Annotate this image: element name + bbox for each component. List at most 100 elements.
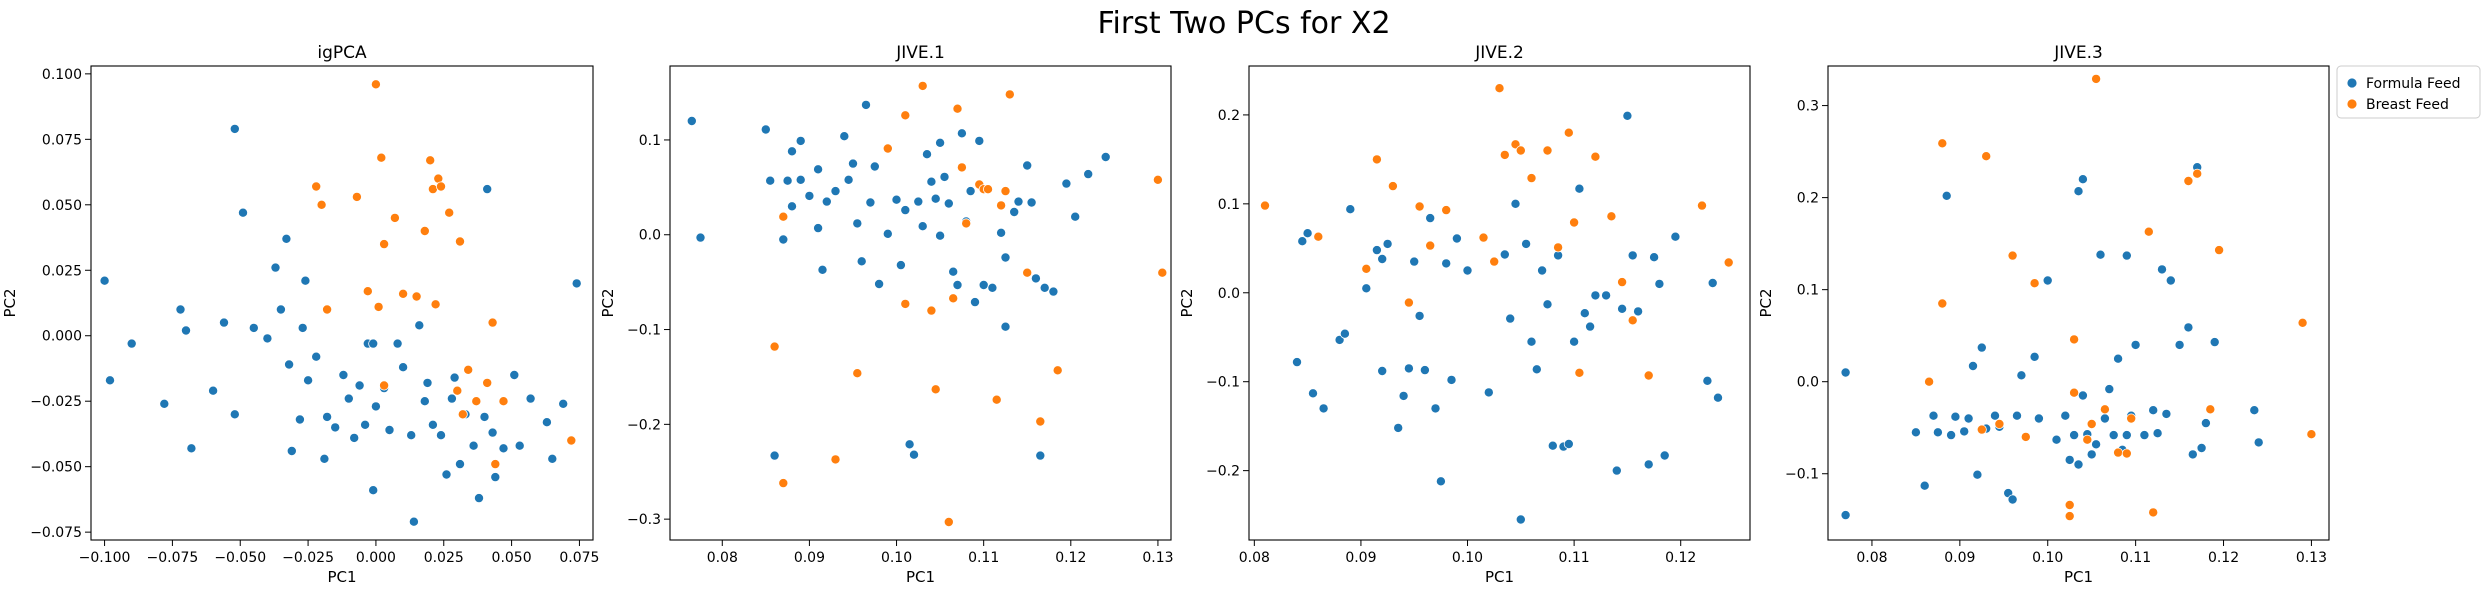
x-tick-label: 0.08 [1239, 550, 1270, 566]
point-breast-feed [1425, 240, 1436, 251]
point-formula-feed [1941, 190, 1952, 201]
point-formula-feed [1483, 387, 1494, 398]
point-breast-feed [452, 385, 463, 396]
x-tick-label: −0.050 [214, 550, 266, 566]
point-breast-feed [1152, 174, 1163, 185]
point-breast-feed [1022, 267, 1033, 278]
point-breast-feed [2126, 413, 2137, 424]
point-formula-feed [509, 369, 520, 380]
point-formula-feed [874, 278, 885, 289]
x-tick-label: 0.11 [1559, 550, 1590, 566]
point-breast-feed [2029, 278, 2040, 289]
point-breast-feed [1924, 376, 1935, 387]
x-tick-label: 0.13 [2296, 550, 2327, 566]
point-breast-feed [487, 317, 498, 328]
point-formula-feed [2200, 418, 2211, 429]
point-formula-feed [1035, 450, 1046, 461]
y-tick-label: −0.025 [30, 394, 82, 410]
point-formula-feed [2095, 249, 2106, 260]
point-formula-feed [839, 131, 850, 142]
point-formula-feed [105, 375, 116, 386]
y-tick-label: 0.0 [1797, 375, 1819, 391]
point-breast-feed [2183, 175, 2194, 186]
y-tick-label: −0.1 [1206, 375, 1240, 391]
x-tick-label: 0.10 [2032, 550, 2063, 566]
x-tick-label: 0.10 [881, 550, 912, 566]
legend-marker-formula-feed [2346, 77, 2358, 89]
point-formula-feed [882, 228, 893, 239]
point-formula-feed [449, 372, 460, 383]
y-tick-label: −0.2 [1206, 464, 1240, 480]
legend-label-formula-feed: Formula Feed [2366, 76, 2460, 92]
y-tick-label: 0.1 [1797, 283, 1819, 299]
point-formula-feed [1526, 336, 1537, 347]
point-formula-feed [435, 430, 446, 441]
point-breast-feed [389, 212, 400, 223]
point-formula-feed [1972, 469, 1983, 480]
panel-igpca: −0.100 −0.075 −0.050 −0.025 0.000 0.025 0.050 0… [1, 43, 599, 586]
point-breast-feed [1643, 370, 1654, 381]
legend-marker-breast-feed [2346, 98, 2358, 110]
point-formula-feed [360, 419, 371, 430]
point-formula-feed [275, 304, 286, 315]
point-formula-feed [541, 417, 552, 428]
y-tick-label: −0.050 [30, 460, 82, 476]
points-group [1840, 73, 2317, 522]
point-formula-feed [956, 128, 967, 139]
x-tick-label: −0.075 [146, 550, 198, 566]
point-formula-feed [281, 233, 292, 244]
point-breast-feed [419, 225, 430, 236]
point-breast-feed [463, 364, 474, 375]
x-tick-label: 0.050 [492, 550, 532, 566]
point-breast-feed [457, 409, 468, 420]
point-formula-feed [1000, 321, 1011, 332]
point-formula-feed [904, 439, 915, 450]
point-breast-feed [2064, 499, 2075, 510]
point-formula-feed [1633, 306, 1644, 317]
point-formula-feed [2060, 410, 2071, 421]
x-tick-label: 0.09 [1944, 550, 1975, 566]
point-formula-feed [778, 234, 789, 245]
point-breast-feed [1260, 200, 1271, 211]
point-formula-feed [2104, 384, 2115, 395]
point-breast-feed [2086, 418, 2097, 429]
point-formula-feed [468, 440, 479, 451]
point-formula-feed [2012, 410, 2023, 421]
point-breast-feed [566, 435, 577, 446]
point-formula-feed [487, 427, 498, 438]
point-formula-feed [406, 430, 417, 441]
point-formula-feed [1435, 476, 1446, 487]
point-formula-feed [1297, 236, 1308, 247]
point-formula-feed [454, 459, 465, 470]
point-breast-feed [373, 301, 384, 312]
point-formula-feed [813, 223, 824, 234]
point-breast-feed [2205, 404, 2216, 415]
point-formula-feed [297, 322, 308, 333]
point-formula-feed [1574, 183, 1585, 194]
legend-label-breast-feed: Breast Feed [2366, 97, 2449, 113]
point-formula-feed [1009, 206, 1020, 217]
point-formula-feed [1537, 265, 1548, 276]
point-formula-feed [398, 362, 409, 373]
point-breast-feed [1489, 256, 1500, 267]
point-formula-feed [349, 432, 360, 443]
point-formula-feed [970, 297, 981, 308]
point-formula-feed [2091, 439, 2102, 450]
point-formula-feed [695, 232, 706, 243]
point-formula-feed [384, 424, 395, 435]
point-formula-feed [1377, 365, 1388, 376]
point-breast-feed [948, 293, 959, 304]
point-formula-feed [1649, 252, 1660, 263]
point-formula-feed [1928, 410, 1939, 421]
point-formula-feed [1361, 283, 1372, 294]
point-formula-feed [804, 190, 815, 201]
point-formula-feed [1292, 357, 1303, 368]
panel-jive-3: 0.08 0.09 0.10 0.11 0.12 0.13 −0.1 0.0 0.1 0.2 0.3… [1757, 43, 2330, 586]
point-breast-feed [1976, 424, 1987, 435]
x-tick-label: 0.000 [356, 550, 396, 566]
point-breast-feed [1994, 418, 2005, 429]
point-formula-feed [917, 221, 928, 232]
points-group [686, 80, 1168, 528]
point-formula-feed [1302, 228, 1313, 239]
point-formula-feed [1451, 233, 1462, 244]
